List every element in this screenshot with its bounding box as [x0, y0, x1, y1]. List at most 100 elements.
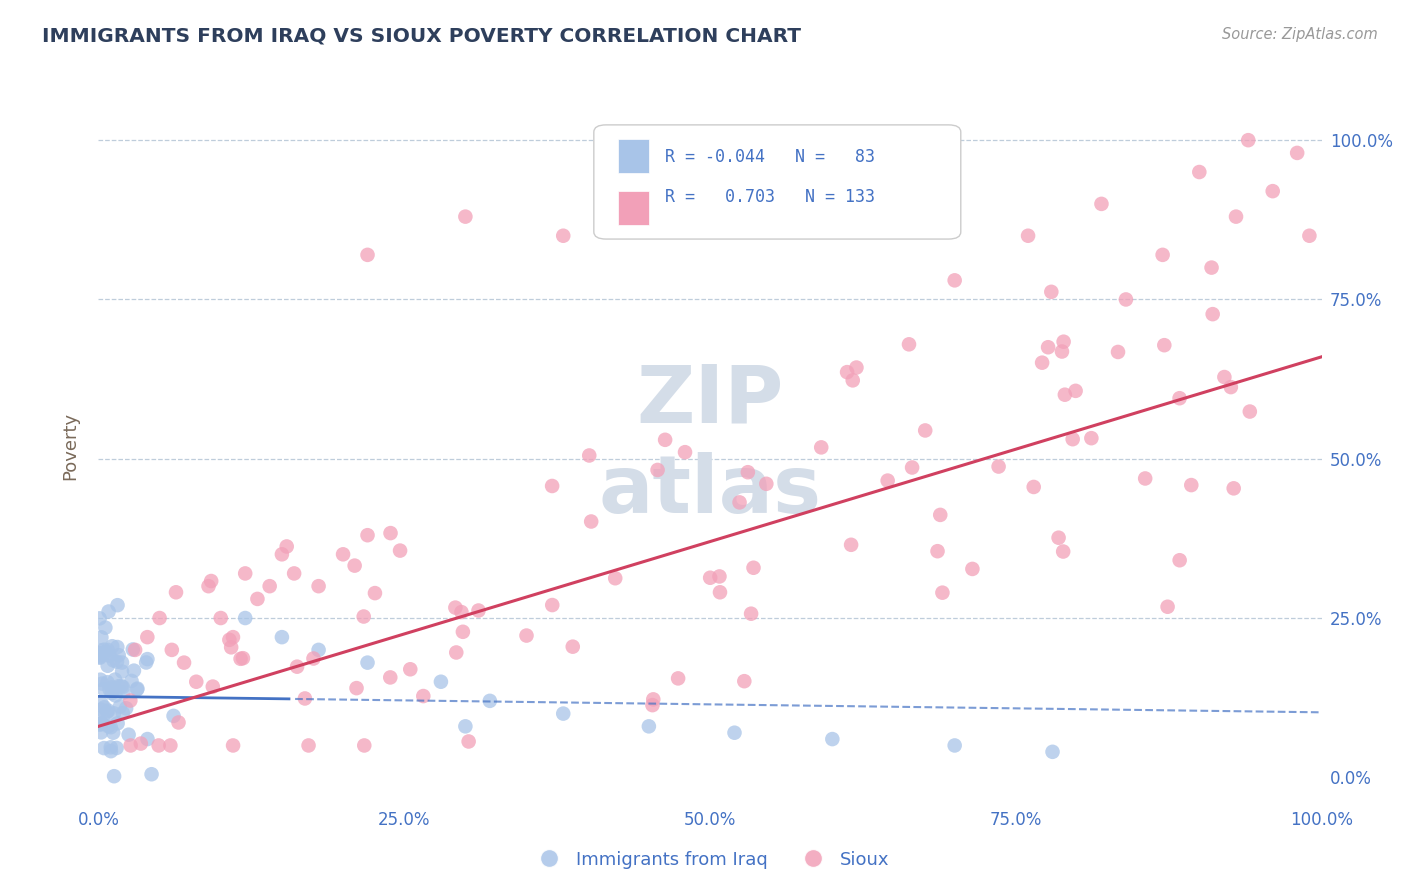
Point [107, 716, 129, 731]
Point [356, 248, 378, 262]
Point [643, 692, 665, 706]
Point [709, 585, 731, 599]
Point [135, 656, 157, 670]
Point [218, 632, 240, 647]
Point [136, 652, 159, 666]
Point [1040, 285, 1063, 299]
Point [165, 585, 187, 599]
Point [97, 658, 120, 673]
Point [297, 739, 319, 753]
Point [654, 433, 676, 447]
Point [209, 611, 232, 625]
Point [841, 373, 863, 387]
Point [294, 691, 316, 706]
Point [219, 640, 242, 655]
Point [100, 680, 122, 694]
Point [121, 642, 143, 657]
Point [1133, 471, 1156, 485]
Point [1188, 165, 1211, 179]
Point [91, 676, 114, 690]
Point [115, 701, 138, 715]
Point [638, 184, 661, 198]
Point [90, 716, 112, 731]
Point [454, 719, 477, 733]
Point [105, 741, 128, 756]
Point [454, 210, 477, 224]
Point [1036, 340, 1059, 354]
Point [110, 679, 132, 693]
Point [1225, 210, 1247, 224]
Point [285, 659, 308, 673]
Point [111, 656, 134, 670]
Point [308, 643, 330, 657]
Point [1115, 293, 1137, 307]
Point [159, 739, 181, 753]
Point [430, 674, 453, 689]
Point [100, 740, 122, 755]
Point [200, 574, 222, 588]
Point [389, 543, 412, 558]
Point [111, 680, 134, 694]
Point [283, 566, 305, 581]
Point [233, 611, 256, 625]
Point [605, 571, 627, 585]
Point [129, 737, 152, 751]
Point [1053, 387, 1076, 401]
Point [740, 607, 762, 621]
Point [810, 441, 832, 455]
Point [120, 693, 142, 707]
Point [561, 640, 583, 654]
Point [111, 665, 134, 679]
Point [1239, 404, 1261, 418]
Point [173, 656, 195, 670]
Point [97, 719, 120, 733]
Point [1201, 260, 1223, 275]
Point [1052, 334, 1074, 349]
Point [112, 685, 135, 699]
Point [541, 598, 564, 612]
Point [1168, 553, 1191, 567]
Point [167, 715, 190, 730]
Point [1261, 184, 1284, 198]
Point [1168, 391, 1191, 405]
Point [96, 705, 118, 719]
Point [105, 640, 128, 654]
Point [90, 725, 112, 739]
Point [356, 528, 378, 542]
Point [647, 463, 669, 477]
Point [962, 562, 984, 576]
Point [233, 566, 256, 581]
Point [987, 459, 1010, 474]
Point [98, 648, 121, 663]
Point [160, 643, 183, 657]
Point [136, 630, 159, 644]
Point [107, 648, 129, 662]
Point [353, 609, 375, 624]
Point [641, 698, 664, 713]
Point [222, 630, 245, 644]
Point [666, 672, 689, 686]
Point [1042, 745, 1064, 759]
Legend: Immigrants from Iraq, Sioux: Immigrants from Iraq, Sioux [523, 844, 897, 876]
Point [103, 653, 125, 667]
Point [541, 479, 564, 493]
Point [105, 655, 128, 669]
Point [90, 703, 112, 717]
Point [943, 739, 966, 753]
Point [197, 579, 219, 593]
Point [124, 643, 146, 657]
Bar [619, 139, 650, 173]
Point [232, 651, 254, 665]
Point [308, 579, 330, 593]
Point [1022, 480, 1045, 494]
Point [1202, 307, 1225, 321]
Point [270, 547, 294, 561]
Point [699, 571, 721, 585]
Point [914, 424, 936, 438]
Point [353, 739, 375, 753]
Text: Source: ZipAtlas.com: Source: ZipAtlas.com [1222, 27, 1378, 42]
Point [446, 645, 468, 659]
Point [186, 674, 208, 689]
Point [1298, 228, 1320, 243]
Point [222, 739, 245, 753]
